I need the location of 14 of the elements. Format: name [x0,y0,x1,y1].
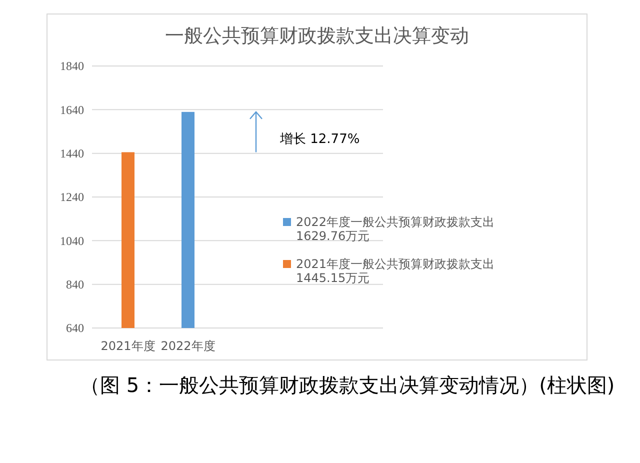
y-tick-label: 1440 [60,146,84,161]
y-tick-label: 1840 [60,59,84,74]
legend-label: 2021年度一般公共预算财政拨款支出1445.15万元 [296,257,495,285]
x-tick-label: 2021年度 [100,339,156,353]
y-tick-label: 1640 [60,102,84,117]
y-tick-label: 640 [66,321,84,336]
x-tick-label: 2022年度 [160,339,216,353]
y-tick-label: 1240 [60,190,84,204]
text: 一般公共预算财政拨款支出决算变动 [165,25,469,47]
y-tick-label: 840 [66,278,84,292]
y-tick-label: 1040 [60,234,84,248]
legend-label: 2022年度一般公共预算财政拨款支出1629.76万元 [296,215,495,243]
text: 增长 12.77% [279,132,360,147]
text: （图 5：一般公共预算财政拨款支出决算变动情况）(柱状图) [80,373,615,397]
